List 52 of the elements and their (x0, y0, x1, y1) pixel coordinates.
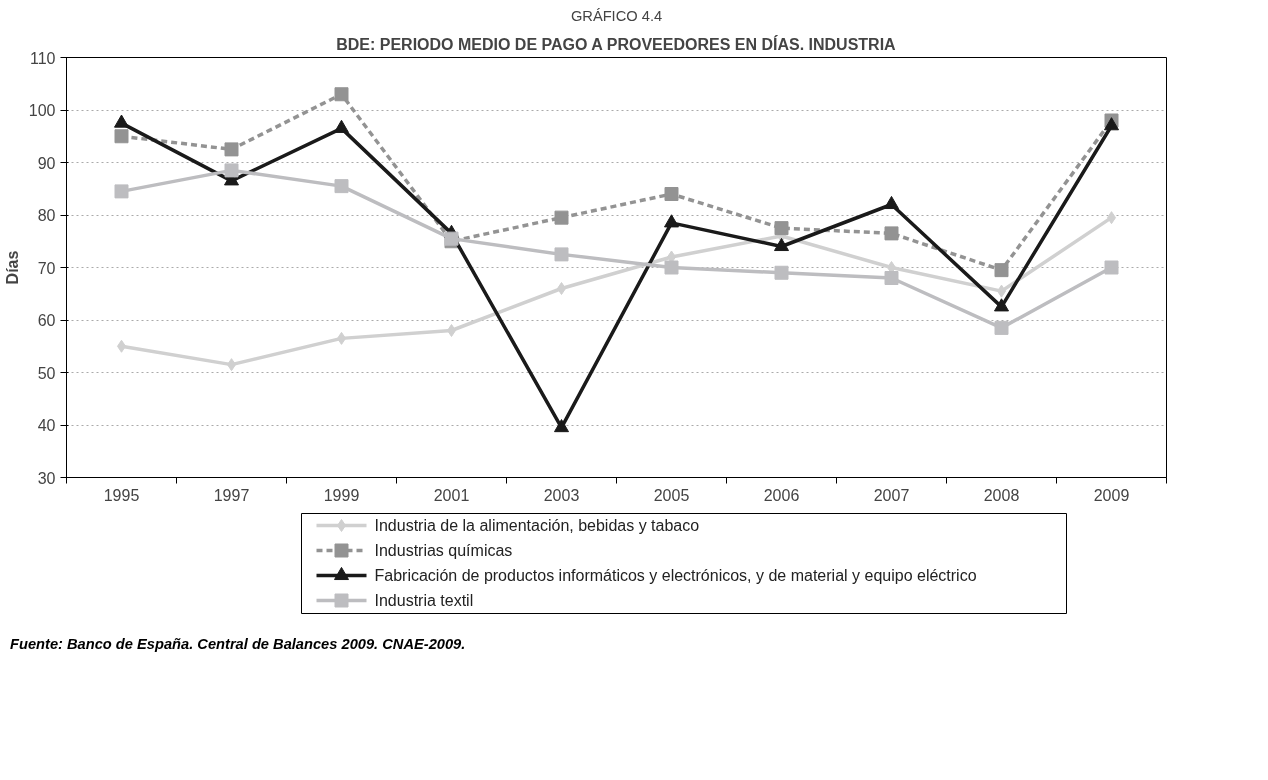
point (554, 210, 569, 225)
point (114, 129, 129, 144)
point (774, 265, 789, 280)
legend-label: Industrias químicas (374, 542, 513, 559)
point (994, 298, 1009, 312)
point (224, 163, 239, 178)
point (334, 87, 349, 102)
point (664, 260, 679, 275)
point (114, 184, 129, 199)
legend-label: Industria de la alimentación, bebidas y tabaco (374, 517, 700, 534)
x-tick-label: 1995 (103, 486, 140, 504)
point (994, 320, 1009, 335)
x-tick-label: 2007 (873, 486, 910, 504)
point (774, 221, 789, 236)
y-tick-label: 50 (37, 364, 56, 382)
point (994, 263, 1009, 278)
x-tick-label: 2001 (433, 486, 470, 504)
y-tick-label: 100 (28, 102, 56, 119)
point (664, 214, 679, 228)
legend-label: Fabricación de productos informáticos y electrónicos, y de material y equipo eléctrico (374, 567, 977, 584)
legend-label: Industria textil (374, 592, 474, 609)
point (114, 114, 129, 128)
chart-title: GRÁFICO 4.4 (570, 7, 663, 24)
point (664, 187, 679, 201)
x-tick-label: 1997 (213, 486, 250, 504)
y-axis-title: Días (3, 250, 21, 285)
x-tick-label: 2009 (1093, 486, 1130, 504)
point (554, 419, 569, 433)
point (884, 195, 899, 210)
point (884, 271, 899, 285)
y-tick-label: 80 (37, 207, 56, 224)
point (884, 226, 899, 241)
y-tick-label: 70 (37, 259, 56, 277)
point (334, 179, 349, 194)
y-tick-label: 40 (37, 417, 56, 434)
chart-subtitle: BDE: PERIODO MEDIO DE PAGO A PROVEEDORES EN DÍAS. INDUSTRIA (336, 34, 897, 53)
x-tick-label: 2005 (653, 486, 690, 504)
point (1104, 260, 1119, 275)
point (334, 119, 349, 133)
y-tick-label: 30 (37, 469, 56, 487)
x-tick-label: 1999 (323, 486, 360, 504)
x-tick-label: 2006 (763, 486, 800, 504)
x-tick-label: 2008 (983, 486, 1020, 504)
point (774, 237, 789, 252)
x-tick-label: 2003 (543, 486, 580, 504)
source-note: Fuente: Banco de España. Central de Balances 2009. CNAE-2009. (10, 635, 466, 654)
y-tick-label: 60 (37, 312, 56, 329)
y-tick-label: 90 (37, 154, 56, 172)
point (1104, 117, 1119, 131)
point (554, 247, 569, 262)
y-tick-label: 110 (29, 49, 56, 67)
point (224, 142, 239, 157)
